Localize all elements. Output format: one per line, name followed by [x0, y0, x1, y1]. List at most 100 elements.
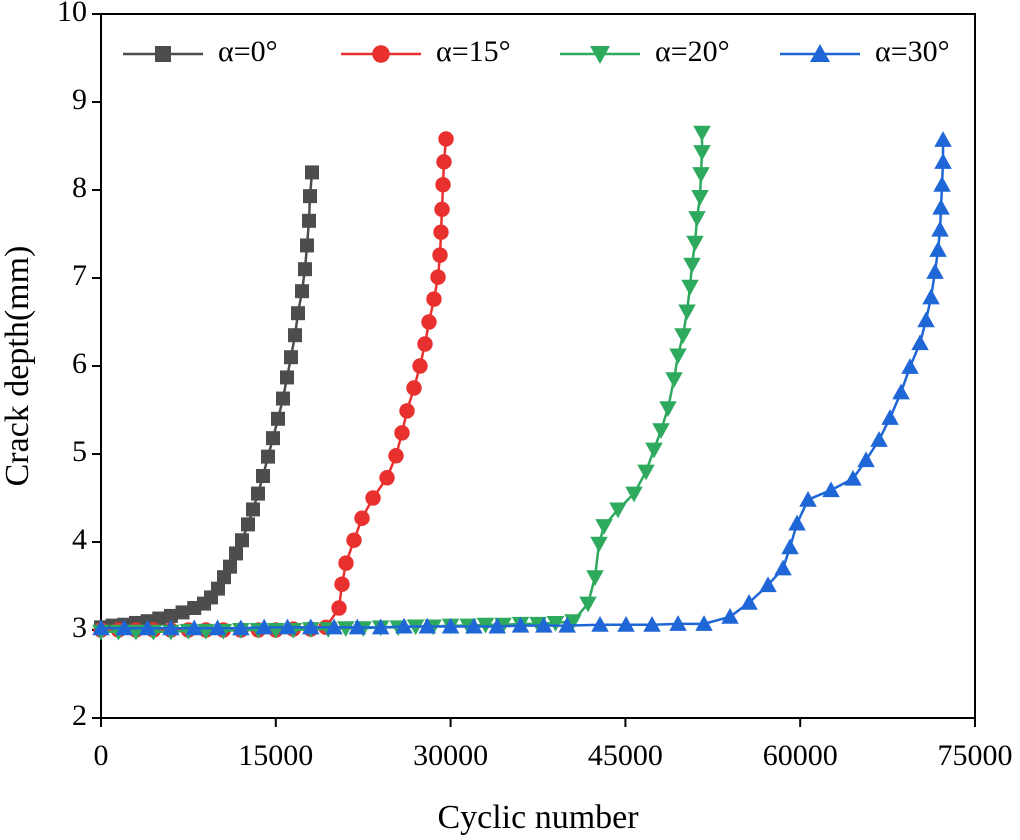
data-point	[931, 220, 949, 237]
data-point	[92, 619, 110, 636]
data-point	[163, 608, 178, 623]
data-point	[674, 328, 692, 344]
y-tick-label: 7	[72, 259, 87, 292]
y-axis-label: Crack depth(mm)	[0, 246, 36, 487]
data-point	[669, 348, 687, 365]
y-tick-label: 3	[72, 611, 87, 644]
data-point	[892, 383, 910, 400]
data-point	[417, 336, 433, 352]
data-point	[232, 619, 250, 636]
data-point	[645, 442, 663, 459]
data-point	[430, 269, 446, 285]
x-tick-label: 75000	[938, 739, 1013, 772]
data-point	[303, 189, 318, 204]
data-point	[354, 510, 370, 526]
series-line	[101, 139, 945, 630]
x-tick-label: 30000	[413, 739, 488, 772]
data-point	[278, 618, 297, 635]
data-point	[564, 614, 582, 630]
data-point	[175, 605, 190, 620]
legend-label: α=15°	[436, 35, 511, 68]
data-point	[695, 615, 713, 631]
data-point	[152, 611, 167, 626]
data-point	[338, 555, 354, 571]
data-point	[251, 486, 266, 501]
data-point	[934, 153, 952, 169]
data-point	[394, 425, 410, 441]
data-point	[681, 279, 699, 296]
data-point	[115, 619, 134, 636]
data-point	[799, 491, 817, 507]
series	[101, 138, 448, 632]
data-point	[421, 314, 437, 330]
data-point	[844, 469, 862, 486]
data-point	[652, 423, 670, 439]
x-tick-label: 45000	[588, 739, 663, 772]
data-point	[235, 533, 250, 548]
data-point	[435, 177, 451, 193]
data-point	[911, 334, 929, 351]
data-point	[346, 532, 362, 548]
data-point	[336, 621, 355, 637]
data-point	[162, 619, 180, 636]
data-point	[643, 615, 661, 632]
data-point	[365, 490, 381, 506]
data-point	[678, 304, 696, 321]
data-point	[229, 546, 244, 561]
data-point	[693, 125, 711, 142]
data-point	[465, 617, 483, 634]
data-point	[590, 536, 608, 553]
data-point	[579, 596, 597, 613]
data-point	[210, 581, 225, 596]
data-point	[922, 288, 940, 305]
y-tick-label: 9	[72, 83, 87, 116]
data-point	[271, 411, 286, 426]
plot-frame	[100, 13, 976, 719]
series-line	[101, 138, 448, 632]
data-point	[256, 469, 271, 483]
data-point	[434, 201, 450, 218]
data-point	[279, 370, 294, 385]
data-point	[298, 262, 313, 277]
data-point	[441, 617, 460, 634]
y-tick-label: 4	[72, 523, 87, 556]
data-point	[284, 350, 299, 365]
y-tick-label: 6	[72, 347, 87, 380]
series	[101, 132, 704, 634]
data-point	[692, 167, 710, 183]
legend-label: α=0°	[218, 35, 278, 68]
data-point	[625, 486, 643, 503]
data-point	[659, 401, 677, 417]
data-point	[665, 372, 683, 388]
data-point	[586, 570, 604, 586]
data-point	[371, 618, 390, 635]
series-line	[101, 132, 704, 634]
data-point	[688, 211, 706, 227]
data-point	[721, 608, 739, 624]
data-point	[217, 570, 232, 585]
y-tick-label: 8	[72, 171, 87, 204]
y-tick-label: 5	[72, 435, 87, 468]
data-point	[617, 615, 635, 632]
data-point	[436, 154, 452, 170]
data-point	[788, 514, 806, 531]
data-point	[138, 619, 157, 636]
data-point	[388, 448, 404, 464]
data-point	[881, 409, 899, 425]
data-point	[246, 502, 261, 517]
data-point	[185, 619, 203, 636]
data-point	[759, 576, 777, 593]
data-point	[595, 519, 613, 535]
legend-marker	[155, 46, 171, 62]
data-point	[683, 257, 701, 274]
data-point	[637, 464, 655, 481]
data-point	[870, 431, 888, 447]
data-point	[691, 190, 709, 206]
data-point	[438, 131, 454, 147]
data-point	[348, 618, 367, 635]
data-point	[300, 238, 315, 253]
x-tick-label: 60000	[763, 739, 838, 772]
data-point	[241, 517, 256, 532]
data-point	[535, 616, 553, 633]
